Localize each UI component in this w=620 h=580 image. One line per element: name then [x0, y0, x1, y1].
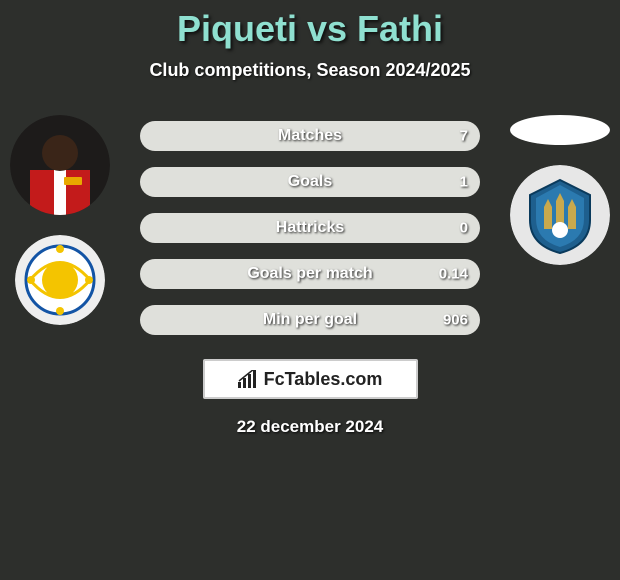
stat-label: Matches	[278, 127, 342, 145]
brand-box[interactable]: FcTables.com	[203, 359, 418, 399]
bar-chart-icon	[238, 370, 258, 388]
stat-value-right: 0	[460, 220, 468, 237]
stat-value-right: 0.14	[439, 266, 468, 283]
stat-label: Goals	[288, 173, 332, 191]
page-title: Piqueti vs Fathi	[0, 0, 620, 50]
stat-value-right: 1	[460, 174, 468, 191]
player-right-club-badge	[510, 165, 610, 265]
stat-row: Min per goal 906	[140, 305, 480, 335]
stat-row: Goals per match 0.14	[140, 259, 480, 289]
stat-label: Hattricks	[276, 219, 344, 237]
stat-row: Matches 7	[140, 121, 480, 151]
stat-row: Hattricks 0	[140, 213, 480, 243]
stat-value-right: 906	[443, 312, 468, 329]
player-right-column	[510, 115, 610, 265]
stat-value-right: 7	[460, 128, 468, 145]
date-label: 22 december 2024	[0, 417, 620, 437]
player-left-avatar	[10, 115, 110, 215]
stat-label: Min per goal	[263, 311, 357, 329]
stat-label: Goals per match	[247, 265, 372, 283]
brand-text: FcTables.com	[264, 369, 383, 390]
subtitle: Club competitions, Season 2024/2025	[0, 60, 620, 81]
player-left-column	[10, 115, 110, 325]
stat-row: Goals 1	[140, 167, 480, 197]
stats-list: Matches 7 Goals 1 Hattricks 0 Goals per match 0…	[140, 121, 480, 335]
player-right-avatar	[510, 115, 610, 145]
player-left-club-badge	[15, 235, 105, 325]
